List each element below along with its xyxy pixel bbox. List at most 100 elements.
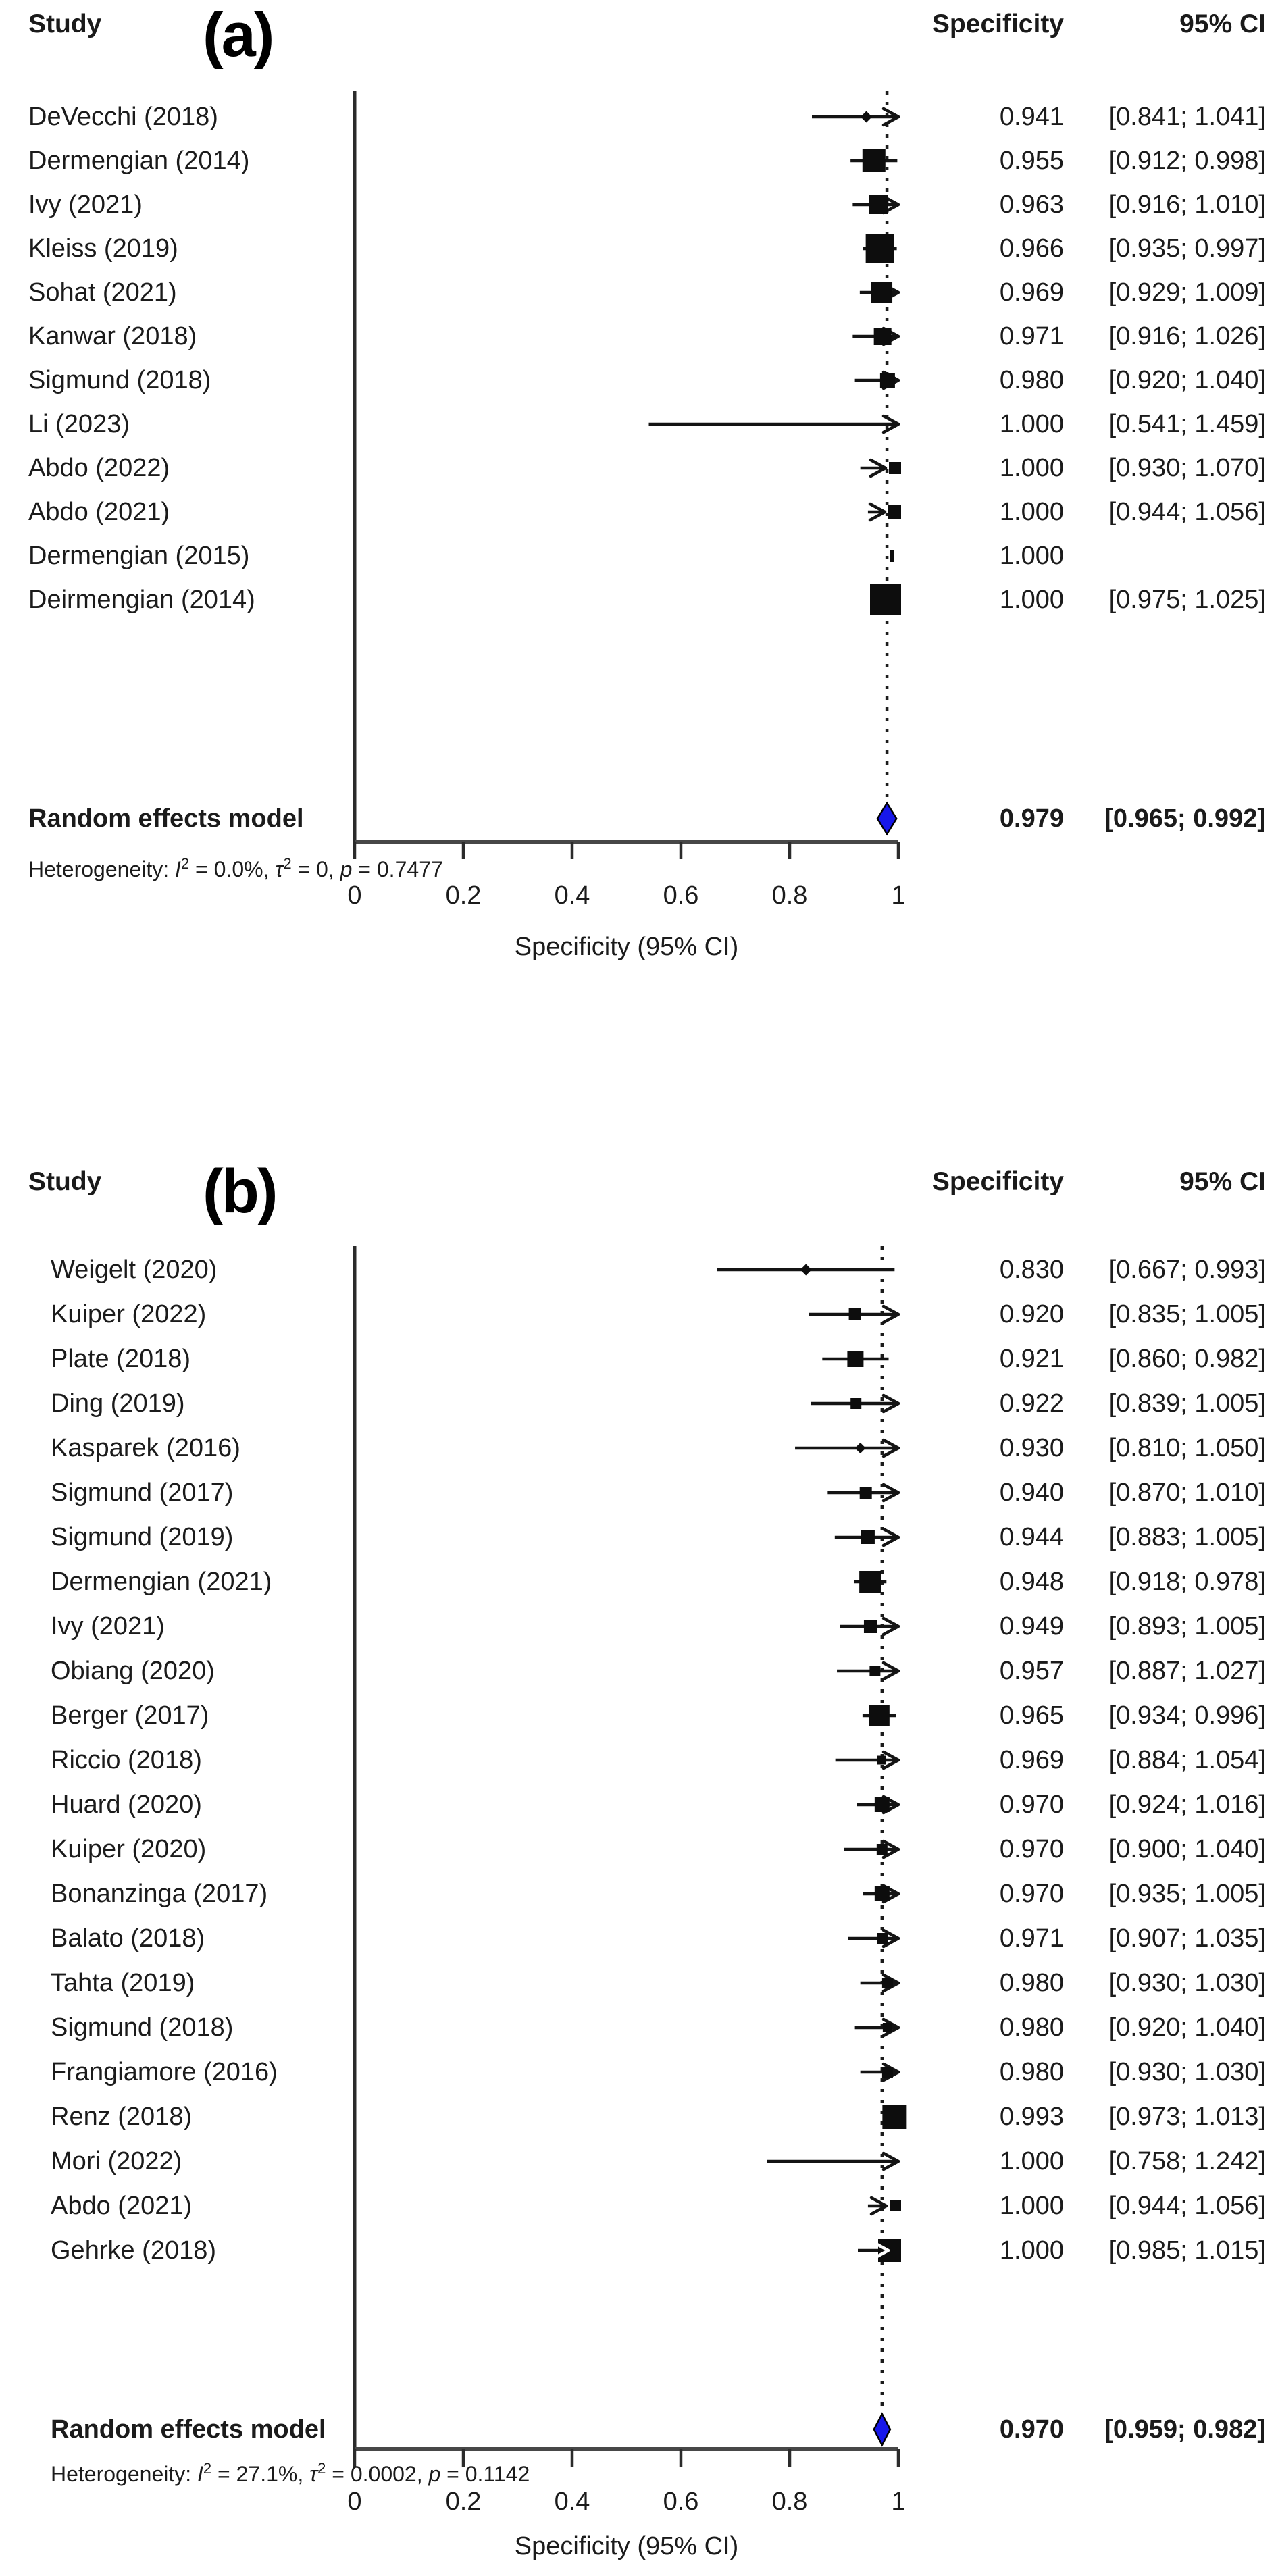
x-tick-label: 0.8: [772, 2488, 808, 2516]
panel-a-effect-header: Specificity: [931, 9, 1064, 38]
ci-value: [0.887; 1.027]: [1109, 1657, 1266, 1685]
effect-value: 0.969: [1000, 1746, 1064, 1774]
study-label: Li (2023): [28, 410, 130, 438]
random-effects-label: Random effects model: [51, 2415, 326, 2444]
random-effects-label: Random effects model: [28, 804, 304, 833]
effect-marker: [877, 1933, 888, 1944]
ci-value: [0.935; 1.005]: [1109, 1880, 1266, 1908]
study-label: Kuiper (2020): [51, 1835, 206, 1863]
effect-marker: [882, 2105, 907, 2129]
study-label: Tahta (2019): [51, 1969, 195, 1997]
ci-value: [0.839; 1.005]: [1109, 1389, 1266, 1418]
effect-value: 0.966: [1000, 234, 1064, 263]
study-label: Ding (2019): [51, 1389, 185, 1418]
effect-marker: [859, 1487, 872, 1499]
study-row: Li (2023) 1.000 [0.541; 1.459]: [28, 410, 1266, 438]
arrow-right-icon: [881, 1616, 900, 1637]
study-row: Frangiamore (2016) 0.980 [0.930; 1.030]: [51, 2058, 1266, 2086]
effect-value: 1.000: [1000, 454, 1064, 482]
pooled-effect-value: 0.970: [1000, 2415, 1064, 2444]
panel-a-study-header: Study: [28, 9, 102, 38]
ci-value: [0.870; 1.010]: [1109, 1478, 1266, 1507]
ci-value: [0.541; 1.459]: [1109, 410, 1266, 438]
effect-marker: [850, 1398, 862, 1409]
study-row: Dermengian (2015) 1.000: [28, 542, 1064, 570]
ci-value: [0.930; 1.030]: [1109, 1969, 1266, 1997]
study-label: Berger (2017): [51, 1701, 209, 1730]
effect-value: 0.921: [1000, 1345, 1064, 1373]
study-row: Ding (2019) 0.922 [0.839; 1.005]: [51, 1389, 1266, 1418]
study-label: Kasparek (2016): [51, 1434, 240, 1462]
random-effects-row: Random effects model 0.970 [0.959; 0.982]: [51, 2412, 1266, 2447]
study-label: Bonanzinga (2017): [51, 1880, 267, 1908]
study-label: Ivy (2021): [51, 1612, 165, 1641]
study-label: Sigmund (2019): [51, 1523, 233, 1551]
arrow-right-icon: [881, 1438, 900, 1458]
x-tick-label: 0.6: [663, 881, 699, 910]
study-label: Abdo (2022): [28, 454, 170, 482]
study-label: Renz (2018): [51, 2103, 192, 2131]
ci-value: [0.975; 1.025]: [1109, 586, 1266, 614]
effect-marker: [861, 111, 873, 123]
study-row: Mori (2022) 1.000 [0.758; 1.242]: [51, 2147, 1266, 2175]
ci-value: [0.916; 1.026]: [1109, 322, 1266, 351]
arrow-right-icon: [881, 1304, 900, 1324]
pooled-effect-value: 0.979: [1000, 804, 1064, 833]
x-tick-label: 0: [347, 2488, 361, 2516]
effect-marker: [870, 584, 901, 615]
effect-value: 0.944: [1000, 1523, 1064, 1551]
study-label: Frangiamore (2016): [51, 2058, 278, 2086]
study-label: Deirmengian (2014): [28, 586, 255, 614]
effect-value: 0.949: [1000, 1612, 1064, 1641]
study-row: Sohat (2021) 0.969 [0.929; 1.009]: [28, 278, 1266, 307]
effect-value: 0.980: [1000, 2013, 1064, 2042]
x-tick-label: 0: [347, 881, 361, 910]
effect-value: 0.970: [1000, 1791, 1064, 1819]
effect-value: 0.930: [1000, 1434, 1064, 1462]
effect-marker: [877, 1755, 886, 1765]
study-label: Balato (2018): [51, 1924, 205, 1953]
effect-marker: [869, 1666, 881, 1676]
study-row: Riccio (2018) 0.969 [0.884; 1.054]: [51, 1746, 1266, 1774]
ci-value: [0.985; 1.015]: [1109, 2236, 1266, 2265]
ci-value: [0.841; 1.041]: [1109, 103, 1266, 131]
effect-value: 0.957: [1000, 1657, 1064, 1685]
effect-value: 1.000: [1000, 498, 1064, 526]
ci-value: [0.667; 0.993]: [1109, 1256, 1266, 1284]
study-label: Obiang (2020): [51, 1657, 215, 1685]
study-label: Sohat (2021): [28, 278, 177, 307]
study-row: Weigelt (2020) 0.830 [0.667; 0.993]: [51, 1256, 1266, 1284]
study-row: Abdo (2021) 1.000 [0.944; 1.056]: [51, 2192, 1266, 2220]
study-row: Kanwar (2018) 0.971 [0.916; 1.026]: [28, 322, 1266, 351]
effect-marker: [863, 1620, 877, 1633]
effect-marker: [848, 1308, 861, 1320]
study-row: Obiang (2020) 0.957 [0.887; 1.027]: [51, 1657, 1266, 1685]
effect-marker: [847, 1351, 864, 1367]
random-effects-row: Random effects model 0.979 [0.965; 0.992]: [28, 801, 1266, 836]
effect-marker: [881, 2067, 893, 2078]
effect-marker: [871, 282, 893, 303]
study-row: Kuiper (2020) 0.970 [0.900; 1.040]: [51, 1835, 1266, 1863]
effect-marker: [874, 1886, 890, 1901]
study-label: Abdo (2021): [28, 498, 170, 526]
x-tick-label: 1: [891, 881, 905, 910]
effect-value: 0.980: [1000, 366, 1064, 394]
effect-value: 0.963: [1000, 190, 1064, 219]
study-row: Kasparek (2016) 0.930 [0.810; 1.050]: [51, 1434, 1266, 1462]
forest-panel-a: DeVecchi (2018) 0.941 [0.841; 1.041] Dermen…: [28, 91, 1266, 961]
x-axis-title: Specificity (95% CI): [515, 933, 739, 961]
effect-value: 0.993: [1000, 2103, 1064, 2131]
study-row: Sigmund (2018) 0.980 [0.920; 1.040]: [28, 366, 1266, 394]
study-row: Tahta (2019) 0.980 [0.930; 1.030]: [51, 1969, 1266, 1997]
effect-marker: [862, 149, 886, 172]
x-tick-label: 0.2: [446, 881, 482, 910]
study-row: Sigmund (2019) 0.944 [0.883; 1.005]: [51, 1523, 1266, 1551]
effect-value: 0.940: [1000, 1478, 1064, 1507]
pooled-diamond: [876, 801, 898, 836]
ci-value: [0.973; 1.013]: [1109, 2103, 1266, 2131]
effect-value: 0.922: [1000, 1389, 1064, 1418]
study-label: Kuiper (2022): [51, 1300, 206, 1329]
panel-a-ci-header: 95% CI: [1179, 9, 1266, 38]
arrow-right-icon: [881, 1483, 900, 1503]
